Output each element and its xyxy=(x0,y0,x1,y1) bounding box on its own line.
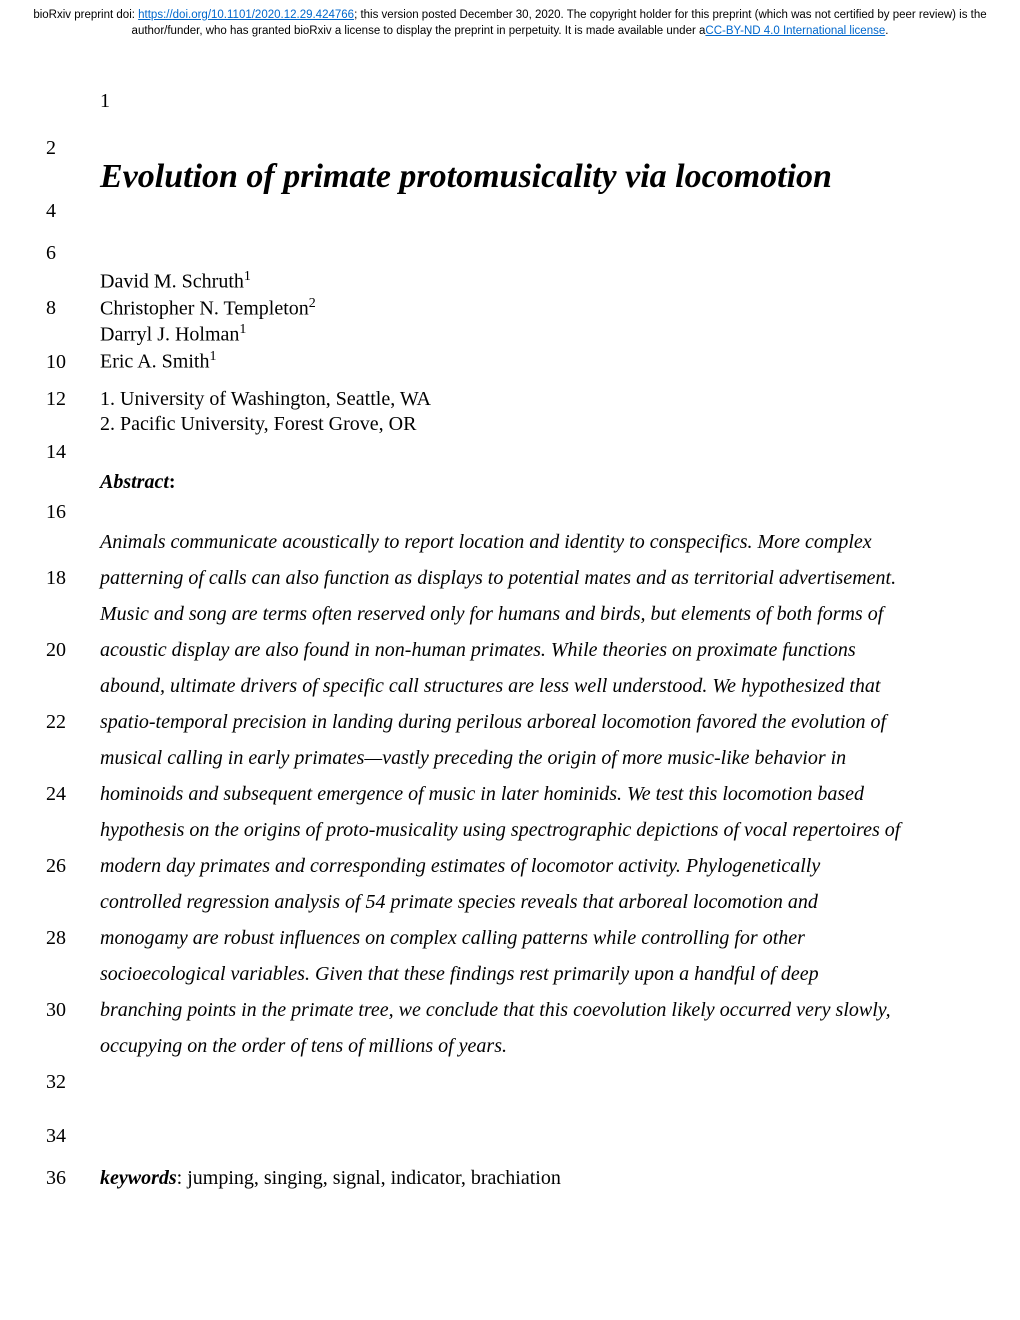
line-number: 18 xyxy=(46,567,100,590)
line-number-blank xyxy=(46,271,100,294)
line-number: 28 xyxy=(46,927,100,950)
line-number: 36 xyxy=(46,1167,100,1190)
keywords-label: keywords xyxy=(100,1167,177,1189)
abstract-line: musical calling in early primates—vastly… xyxy=(100,743,940,773)
paper-title: Evolution of primate protomusicality via… xyxy=(100,157,940,196)
doi-link[interactable]: https://doi.org/10.1101/2020.12.29.42476… xyxy=(138,9,354,21)
line-number: 2 xyxy=(46,137,100,160)
line-number-blank xyxy=(46,413,100,436)
author-name: Darryl J. Holman xyxy=(100,324,239,346)
author-affil: 1 xyxy=(244,269,251,284)
affiliation-line: 1. University of Washington, Seattle, WA xyxy=(100,387,940,412)
line-number: 6 xyxy=(46,242,100,265)
license-link[interactable]: CC-BY-ND 4.0 International license xyxy=(705,25,885,37)
blank-line xyxy=(100,497,940,527)
abstract-colon: : xyxy=(169,471,176,493)
author-affil: 1 xyxy=(239,322,246,337)
line-number: 34 xyxy=(46,1125,100,1148)
line-number: 12 xyxy=(46,388,100,411)
abstract-line: Music and song are terms often reserved … xyxy=(100,599,940,629)
line-number: 8 xyxy=(46,297,100,320)
line-number-blank xyxy=(46,963,100,986)
abstract-line: monogamy are robust influences on comple… xyxy=(100,923,940,953)
line-number: 10 xyxy=(46,351,100,374)
affiliation-line: 2. Pacific University, Forest Grove, OR xyxy=(100,412,940,437)
author-line: Darryl J. Holman1 xyxy=(100,321,940,348)
line-number-blank xyxy=(46,603,100,626)
line-number-blank xyxy=(46,891,100,914)
abstract-line: abound, ultimate drivers of specific cal… xyxy=(100,671,940,701)
line-number-blank xyxy=(46,324,100,347)
banner-prefix: bioRxiv preprint doi: xyxy=(33,9,138,21)
blank-line xyxy=(100,196,940,226)
author-name: Eric A. Smith xyxy=(100,351,209,373)
line-number: 22 xyxy=(46,711,100,734)
keywords-line: keywords: jumping, singing, signal, indi… xyxy=(100,1163,940,1193)
abstract-line: acoustic display are also found in non-h… xyxy=(100,635,940,665)
author-name: David M. Schruth xyxy=(100,271,244,293)
keywords-text: : jumping, singing, signal, indicator, b… xyxy=(177,1167,561,1189)
blank-line xyxy=(100,1121,940,1151)
author-affil: 2 xyxy=(309,296,316,311)
line-number: 24 xyxy=(46,783,100,806)
abstract-line: controlled regression analysis of 54 pri… xyxy=(100,887,940,917)
abstract-label: Abstract xyxy=(100,471,169,493)
line-number: 20 xyxy=(46,639,100,662)
line-number: 16 xyxy=(46,501,100,524)
author-name: Christopher N. Templeton xyxy=(100,297,309,319)
line-number: 32 xyxy=(46,1071,100,1094)
abstract-line: spatio-temporal precision in landing dur… xyxy=(100,707,940,737)
author-affil: 1 xyxy=(209,349,216,364)
banner-suffix: . xyxy=(885,25,888,37)
abstract-line: socioecological variables. Given that th… xyxy=(100,959,940,989)
line-number-blank xyxy=(46,170,100,193)
abstract-line: Animals communicate acoustically to repo… xyxy=(100,527,940,557)
abstract-heading-line: Abstract: xyxy=(100,467,940,497)
page-number-top: 1 xyxy=(100,90,110,113)
blank-line xyxy=(100,238,940,268)
abstract-line: patterning of calls can also function as… xyxy=(100,563,940,593)
manuscript-page: 2 Evolution of primate protomusicality v… xyxy=(0,43,1020,1233)
author-line: David M. Schruth1 xyxy=(100,268,940,295)
line-number-blank xyxy=(46,1035,100,1058)
abstract-line: branching points in the primate tree, we… xyxy=(100,995,940,1025)
line-number-blank xyxy=(46,471,100,494)
line-number-blank xyxy=(46,819,100,842)
abstract-line: hypothesis on the origins of proto-music… xyxy=(100,815,940,845)
line-number-blank xyxy=(46,675,100,698)
blank-line xyxy=(100,437,940,467)
abstract-line: occupying on the order of tens of millio… xyxy=(100,1031,940,1061)
blank-line xyxy=(100,1067,940,1097)
line-number: 26 xyxy=(46,855,100,878)
abstract-line: hominoids and subsequent emergence of mu… xyxy=(100,779,940,809)
line-number: 14 xyxy=(46,441,100,464)
author-line: Eric A. Smith1 xyxy=(100,348,940,375)
preprint-header-banner: bioRxiv preprint doi: https://doi.org/10… xyxy=(0,0,1020,43)
line-number: 30 xyxy=(46,999,100,1022)
line-number-blank xyxy=(46,531,100,554)
author-line: Christopher N. Templeton2 xyxy=(100,295,940,322)
abstract-line: modern day primates and corresponding es… xyxy=(100,851,940,881)
line-number: 4 xyxy=(46,200,100,223)
line-number-blank xyxy=(46,747,100,770)
